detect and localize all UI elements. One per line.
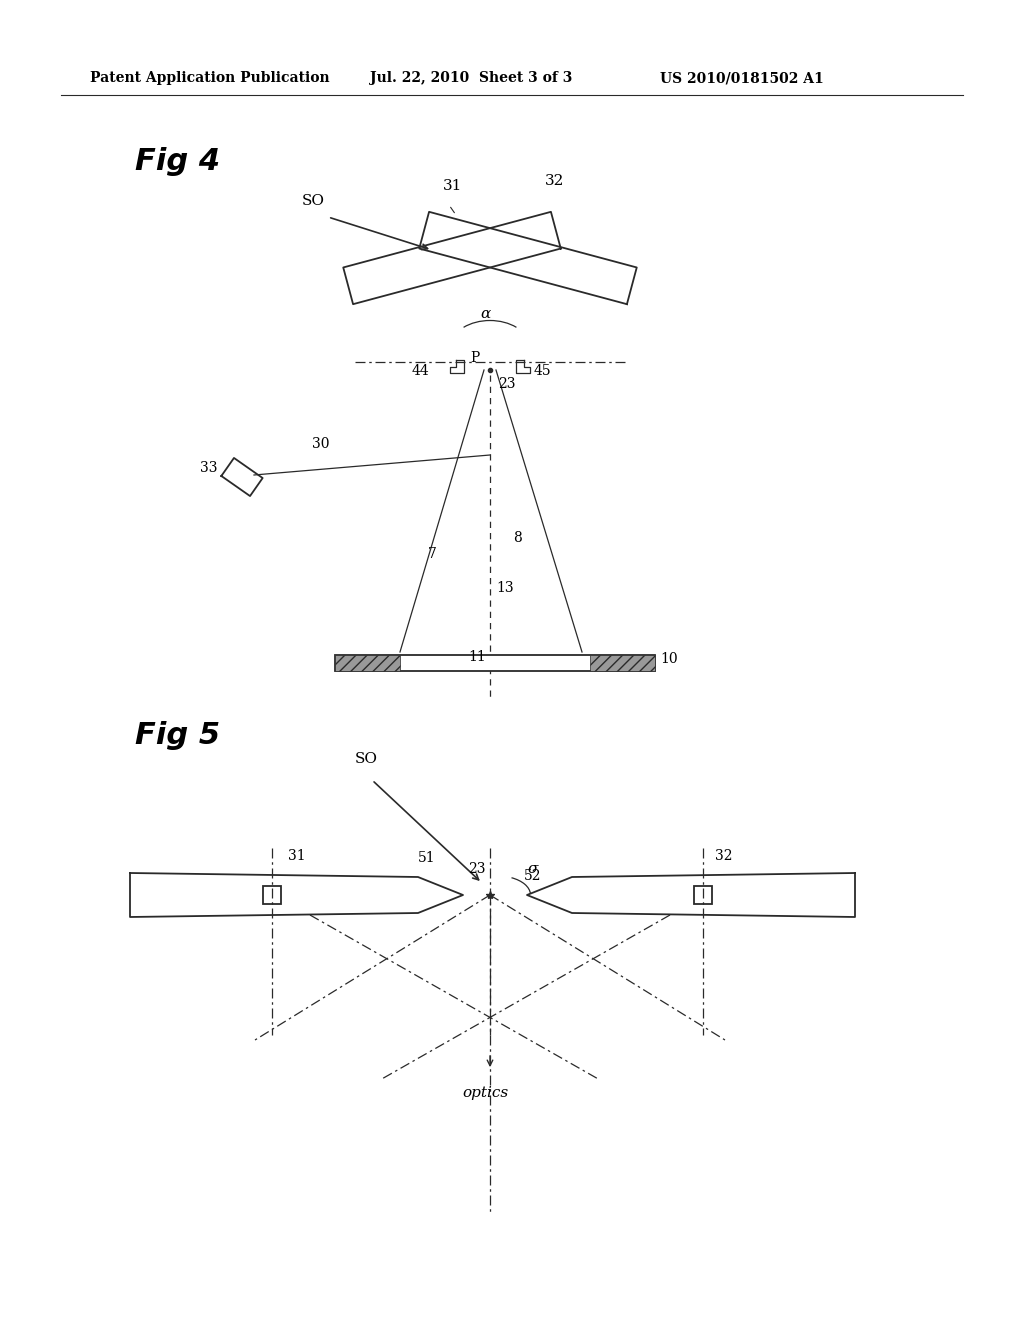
Text: optics: optics xyxy=(462,1086,508,1100)
Bar xyxy=(694,886,712,904)
Text: Fig 5: Fig 5 xyxy=(135,721,220,750)
Bar xyxy=(335,655,655,671)
Text: 44: 44 xyxy=(412,364,430,378)
Text: Patent Application Publication: Patent Application Publication xyxy=(90,71,330,84)
Text: 11: 11 xyxy=(468,649,485,664)
Text: 32: 32 xyxy=(545,174,564,187)
Text: 10: 10 xyxy=(660,652,678,667)
Bar xyxy=(590,655,655,671)
Bar xyxy=(335,655,400,671)
Text: 45: 45 xyxy=(534,364,552,378)
Text: 32: 32 xyxy=(715,849,732,863)
Text: 7: 7 xyxy=(428,546,437,561)
Text: 13: 13 xyxy=(496,581,514,595)
Text: σ: σ xyxy=(528,862,539,876)
Text: 31: 31 xyxy=(288,849,305,863)
Text: Jul. 22, 2010  Sheet 3 of 3: Jul. 22, 2010 Sheet 3 of 3 xyxy=(370,71,572,84)
Text: 23: 23 xyxy=(468,862,485,876)
Text: 30: 30 xyxy=(312,437,330,451)
Text: P: P xyxy=(470,351,479,366)
Text: 52: 52 xyxy=(524,869,542,883)
Text: 31: 31 xyxy=(443,180,463,193)
Bar xyxy=(263,886,281,904)
Text: 51: 51 xyxy=(418,851,435,865)
Text: 23: 23 xyxy=(498,378,515,391)
Text: SO: SO xyxy=(355,752,378,766)
Text: α: α xyxy=(480,308,490,321)
Text: 33: 33 xyxy=(200,461,217,475)
Text: 8: 8 xyxy=(513,531,522,545)
Text: Fig 4: Fig 4 xyxy=(135,148,220,177)
Text: SO: SO xyxy=(302,194,325,209)
Text: US 2010/0181502 A1: US 2010/0181502 A1 xyxy=(660,71,823,84)
